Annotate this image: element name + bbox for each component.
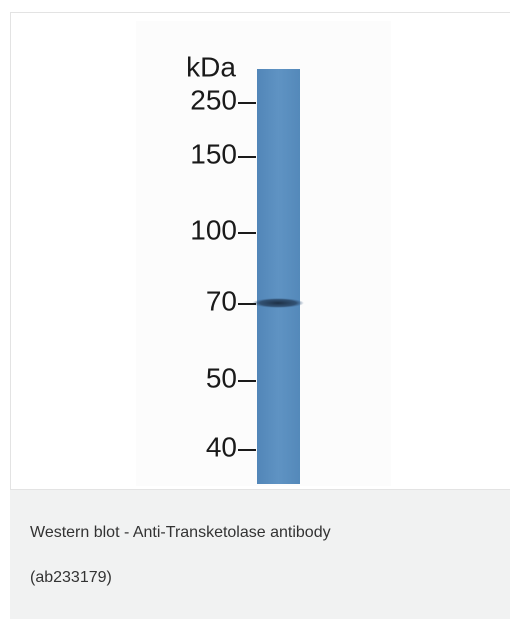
marker-label: 150 bbox=[190, 138, 237, 169]
caption-line: (ab233179) bbox=[30, 569, 112, 587]
marker-label: 100 bbox=[190, 214, 237, 245]
protein-band bbox=[252, 298, 304, 308]
marker-label: 250 bbox=[190, 84, 237, 115]
marker-label: 40 bbox=[206, 431, 237, 462]
marker-label: 50 bbox=[206, 362, 237, 393]
caption-line: Western blot - Anti-Transketolase antibo… bbox=[30, 524, 331, 542]
caption: Western blot - Anti-Transketolase antibo… bbox=[10, 490, 510, 619]
page: kDa 250 150 100 70 50 40 Western blot - Anti-… bbox=[0, 0, 510, 619]
unit-label: kDa bbox=[186, 51, 236, 82]
figure-frame: kDa 250 150 100 70 50 40 bbox=[10, 12, 510, 490]
western-blot: kDa 250 150 100 70 50 40 bbox=[11, 13, 509, 489]
gel-lane bbox=[257, 69, 300, 484]
marker-label: 70 bbox=[206, 285, 237, 316]
